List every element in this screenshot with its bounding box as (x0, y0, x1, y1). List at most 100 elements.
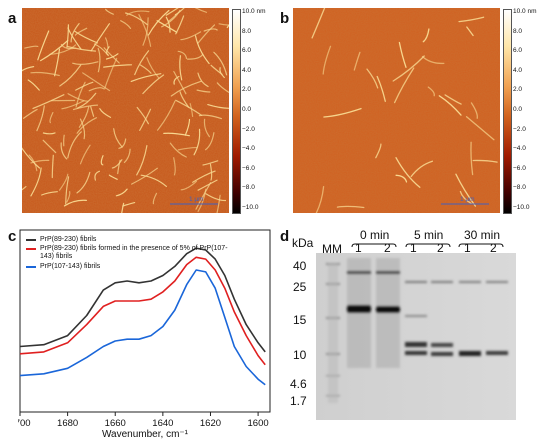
colorbar-b (503, 9, 512, 214)
fibrilsA-strand (66, 191, 71, 203)
colorbar-b-tick-3: 4.0 (513, 66, 523, 74)
gel-marker-1-7: 1.7 (290, 394, 307, 408)
colorbar-b-tick-8: −6.0 (513, 164, 526, 172)
gel-lane-0-2: 2 (384, 241, 391, 255)
colorbar-a-tick-4: 2.0 (242, 86, 252, 94)
fibrilsA-strand (103, 47, 120, 64)
colorbar-a-tick-10: −10.0 (242, 204, 259, 211)
fibrilsA-strand (209, 163, 213, 181)
x-tick-label-4: 1620 (200, 418, 221, 429)
fibrilsA-strand (207, 104, 229, 109)
scalebar-label-a: 1 µm (189, 196, 204, 203)
gel-lane-2-1: 1 (464, 241, 471, 255)
fibrilsA-strand (180, 180, 197, 191)
fibrilsB-strand (444, 94, 462, 105)
fibrilsA-strand (130, 73, 162, 82)
fibrilsA-strand (104, 37, 109, 49)
fibrilsA-strand (205, 132, 215, 151)
fibrilsA-strand (163, 132, 190, 137)
fibrilsA-strand (76, 171, 91, 194)
gel-lane-2-2: 2 (490, 241, 497, 255)
fibrilsA-strand (136, 145, 148, 176)
fibrilsA-strand (30, 71, 60, 77)
fibrilsB-strand (466, 26, 474, 37)
fibrilsA-strand (103, 64, 133, 68)
gel-time-0: 0 min (360, 228, 390, 242)
fibrilsA-strand (117, 159, 121, 175)
x-tick-label-3: 1640 (152, 418, 173, 429)
legend-item-2: PrP(89-230) fibrils formed in the presen… (26, 245, 246, 263)
fibrilsA-strand (100, 155, 104, 166)
fibrilsA-strand (198, 114, 222, 120)
fibrilsA-strand (134, 50, 150, 76)
fibrilsA-strand (104, 57, 118, 90)
panel-letter-a: a (8, 10, 17, 27)
fibrilsA-strand (123, 148, 131, 164)
fibrilsA-strand (59, 64, 82, 87)
gel-lane-1-2: 2 (437, 241, 444, 255)
colorbar-a-tick-9: −8.0 (242, 184, 255, 192)
fibrilsA-strand (61, 100, 85, 110)
fibrilsA-strand (97, 47, 101, 73)
fibrilsA-strand (90, 23, 110, 52)
fibrilsA-strand (22, 147, 41, 169)
colorbar-b-tick-10: −10.0 (513, 204, 530, 211)
colorbar-a-tick-7: −4.0 (242, 145, 255, 153)
fibrilsA-strand (118, 138, 127, 149)
fibrilsA-strand (194, 8, 208, 13)
fibrilsB-strand (455, 173, 477, 207)
fibrilsA-strand (93, 43, 109, 57)
fibrilsA-strand (136, 106, 149, 125)
colorbar-a-tick-8: −6.0 (242, 164, 255, 172)
colorbar-a-tick-5: 0.0 (242, 106, 252, 113)
fibrilsA-strand (67, 93, 89, 102)
fibrilsA-strand (139, 64, 152, 74)
series-line-2 (19, 256, 266, 366)
series-line-3 (19, 269, 266, 386)
fibrilsA-strand (125, 12, 148, 26)
fibrilsA-strand (197, 179, 218, 191)
fibrilsA-strand (140, 174, 167, 187)
fibrilsA-strand (30, 167, 42, 197)
colorbar-b-tick-5: 0.0 (513, 106, 523, 113)
fibrilsA-strand (173, 157, 176, 176)
fibrilsA-strand (170, 80, 202, 97)
fibrilsB-strand (375, 143, 382, 159)
fibrilsA-strand (192, 170, 216, 183)
fibrilsA-strand (74, 27, 88, 36)
fibrilsA-strand (99, 108, 112, 118)
fibrilsA-strand (108, 174, 118, 180)
gel-time-2: 30 min (464, 228, 501, 242)
gel-marker-10: 10 (293, 348, 307, 362)
legend-swatch-1 (26, 239, 36, 241)
colorbar-b-tick-0: 10.0 nm (513, 8, 537, 15)
fibrilsB-strand (323, 107, 362, 118)
fibrilsB-strand (422, 28, 430, 43)
fibrilsA-strand (165, 16, 171, 33)
fibrilsA-strand (195, 182, 212, 210)
fibrilsA-strand (82, 72, 111, 92)
fibrilsA-strand (219, 67, 225, 79)
fibrilsA-strand (177, 146, 198, 151)
fibrils-b (311, 8, 498, 213)
fibrilsA-strand (70, 23, 80, 43)
fibrilsA-strand (63, 199, 87, 207)
colorbar-b-tick-7: −4.0 (513, 145, 526, 153)
gel-marker-4-6: 4.6 (290, 377, 307, 391)
fibrilsA-strand (146, 57, 160, 79)
panel-letter-b: b (280, 10, 290, 27)
fibrilsA-strand (196, 89, 211, 93)
fibrilsA-strand (189, 103, 194, 117)
fibrilsA-strand (75, 81, 94, 91)
fibrilsB-strand (392, 55, 425, 82)
fibrilsB-strand (336, 205, 365, 209)
scalebar-label-b: 1 µm (460, 196, 475, 203)
legend-label-3: PrP(107-143) fibrils (40, 263, 101, 270)
fibrilsA-strand (37, 30, 50, 61)
fibrilsB-strand (311, 8, 326, 39)
fibrilsA-strand (197, 24, 216, 44)
x-tick-label-5: 1600 (248, 418, 269, 429)
colorbar-a-tick-6: −2.0 (242, 125, 255, 133)
fibrilsA-strand (205, 193, 227, 202)
